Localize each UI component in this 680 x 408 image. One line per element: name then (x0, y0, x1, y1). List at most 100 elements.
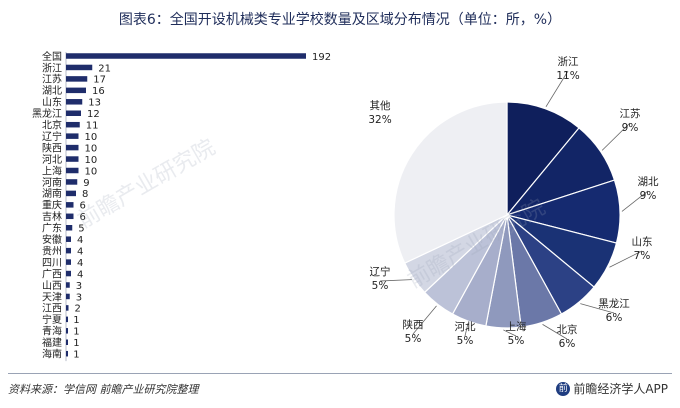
bar (66, 305, 69, 311)
bar-value-label: 1 (73, 327, 79, 338)
pie-value-label: 32% (368, 114, 391, 126)
bar-category-label: 黑龙江 (32, 107, 62, 120)
pie-slice-label: 山东 (632, 235, 653, 248)
bar-category-label: 全国 (42, 50, 62, 63)
pie-leader-line (580, 303, 615, 314)
pie-slice-label: 其他 (370, 99, 391, 112)
bar (66, 282, 70, 288)
bar-value-label: 11 (86, 121, 99, 132)
bar (66, 99, 83, 105)
bar-category-label: 重庆 (42, 199, 62, 212)
bar-category-label: 四川 (42, 258, 62, 269)
bar (66, 87, 86, 94)
chart-title: 图表6：全国开设机械类专业学校数量及区域分布情况（单位：所，%） (118, 12, 562, 28)
bar (66, 156, 79, 162)
bar-value-label: 4 (77, 246, 83, 257)
bar-value-label: 16 (92, 86, 105, 97)
bar-value-label: 10 (85, 155, 98, 166)
pie-value-label: 5% (457, 335, 474, 347)
bar-value-label: 13 (88, 98, 101, 109)
bar-category-label: 江西 (42, 303, 62, 315)
bar (66, 339, 68, 345)
bar (66, 190, 76, 197)
pie-value-label: 11% (556, 70, 579, 82)
bar (66, 225, 73, 231)
bar (66, 110, 81, 116)
pie-value-label: 9% (640, 190, 657, 202)
bar (66, 144, 79, 151)
bar-category-label: 江苏 (42, 73, 62, 86)
bar-value-label: 9 (83, 178, 89, 189)
bar (66, 247, 71, 254)
bar (66, 259, 71, 265)
bar-value-label: 4 (77, 235, 83, 246)
pie-slice-label: 浙江 (558, 56, 579, 68)
bar (66, 133, 79, 139)
bar-value-label: 6 (80, 201, 86, 212)
pie-value-label: 6% (559, 338, 576, 350)
pie-leader-line (464, 323, 469, 337)
bar-category-label: 浙江 (42, 62, 62, 74)
bar (66, 270, 71, 277)
bar-value-label: 3 (76, 281, 82, 292)
bar-category-label: 广西 (42, 268, 62, 280)
bar-value-label: 6 (80, 212, 86, 223)
bar-value-label: 8 (82, 189, 88, 200)
bar-category-label: 北京 (42, 119, 62, 132)
bar (66, 236, 71, 242)
bar-value-label: 10 (85, 143, 98, 154)
bar-category-label: 辽宁 (42, 130, 62, 143)
bar-value-label: 192 (312, 52, 331, 63)
bar (66, 53, 306, 59)
bar-category-label: 青海 (42, 325, 62, 338)
brand-name: 前瞻经济学人APP (573, 382, 668, 396)
pie-leader-line (545, 70, 569, 108)
footer-divider (8, 373, 672, 374)
bar (66, 328, 68, 334)
bar-category-label: 安徽 (42, 233, 62, 246)
bar (66, 202, 74, 208)
pie-value-label: 6% (606, 312, 623, 324)
bar-value-label: 10 (85, 166, 98, 177)
bar-value-label: 3 (76, 292, 82, 303)
pie-value-label: 7% (634, 250, 651, 262)
brand-logo-icon: 前 (556, 381, 571, 396)
bar-category-label: 天津 (42, 291, 62, 303)
pie-value-label: 5% (372, 280, 389, 292)
bar-value-label: 2 (75, 304, 81, 315)
pie-leader-line (503, 329, 517, 337)
bar-category-label: 海南 (42, 348, 62, 361)
pie-leader-line (601, 122, 631, 151)
pie-slice-label: 上海 (506, 320, 527, 333)
bar-value-label: 4 (77, 258, 83, 269)
pie-leader-line (412, 305, 437, 335)
bar (66, 121, 80, 128)
bar-value-label: 17 (93, 75, 106, 86)
bar (66, 64, 93, 71)
bar-value-label: 1 (73, 350, 79, 361)
pie-leader-line (609, 250, 643, 268)
bar-value-label: 1 (73, 338, 79, 349)
bar-category-label: 山西 (42, 280, 62, 292)
bar (66, 293, 70, 300)
brand-mark: 前 前瞻经济学人APP (556, 380, 668, 397)
bar-category-label: 河南 (42, 176, 62, 189)
bar (66, 167, 79, 174)
bar-category-label: 吉林 (42, 210, 62, 223)
bar-category-label: 上海 (42, 164, 62, 177)
bar (66, 179, 78, 185)
bar-category-label: 陕西 (42, 141, 62, 154)
bar (66, 316, 68, 323)
pie-slice-label: 黑龙江 (598, 297, 630, 310)
pie-slice-label: 辽宁 (370, 265, 391, 278)
source-note: 资料来源：学信网 前瞻产业研究院整理 (8, 383, 199, 396)
pie-value-label: 5% (508, 335, 525, 347)
pie-slice-label: 河北 (455, 321, 476, 333)
bar-value-label: 12 (87, 109, 100, 120)
bar-category-label: 福建 (42, 336, 62, 349)
bar (66, 213, 74, 220)
pie-slice-label: 陕西 (403, 318, 424, 331)
pie-value-label: 5% (405, 333, 422, 345)
pie-value-label: 9% (622, 122, 639, 134)
